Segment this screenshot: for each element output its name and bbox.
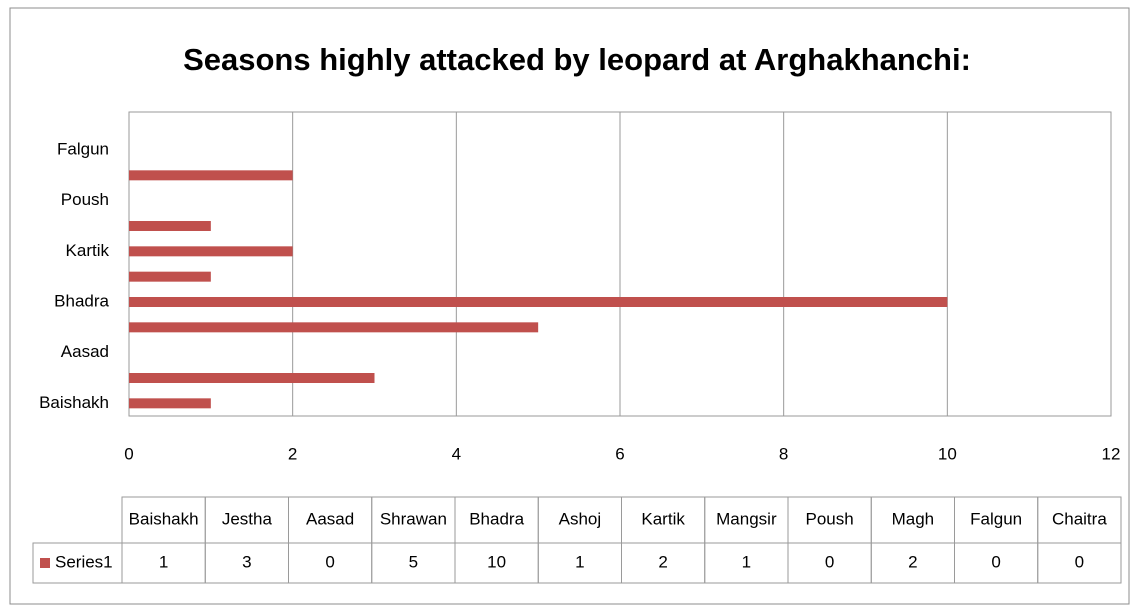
x-tick-label: 8 [779,444,788,463]
y-tick-label: Poush [61,190,109,209]
table-value: 2 [908,552,917,571]
legend-label: Series1 [55,552,113,571]
bar [129,221,211,231]
table-header: Aasad [306,509,354,528]
x-tick-label: 10 [938,444,957,463]
table-header: Magh [892,509,935,528]
table-cell [1037,542,1122,584]
x-tick-label: 2 [288,444,297,463]
bar [129,373,375,383]
x-tick-label: 4 [452,444,461,463]
table-header: Bhadra [469,509,524,528]
table-value: 0 [991,552,1000,571]
table-header: Poush [806,509,854,528]
legend-key [40,558,50,568]
table-value: 0 [825,552,834,571]
x-tick-label: 6 [615,444,624,463]
table-header: Baishakh [129,509,199,528]
y-tick-label: Baishakh [39,393,109,412]
table-header: Kartik [641,509,685,528]
table-value: 0 [1075,552,1084,571]
bar [129,322,539,333]
bar [129,271,211,282]
table-value: 5 [409,552,418,571]
bar [129,297,948,307]
y-tick-label: Falgun [57,139,109,158]
bar [129,398,211,409]
table-value: 2 [658,552,667,571]
table-value: 10 [487,552,506,571]
y-tick-label: Bhadra [54,291,109,310]
table-value: 1 [742,552,751,571]
table-value: 1 [575,552,584,571]
table-header: Shrawan [380,509,447,528]
bar [129,246,293,257]
y-tick-label: Kartik [66,241,110,260]
table-value: 0 [325,552,334,571]
table-header: Falgun [970,509,1022,528]
table-header: Chaitra [1052,509,1107,528]
x-tick-label: 12 [1102,444,1121,463]
table-value: 3 [242,552,251,571]
table-header: Jestha [222,509,273,528]
chart-title: Seasons highly attacked by leopard at Ar… [183,42,971,77]
table-header: Mangsir [716,509,777,528]
y-tick-label: Aasad [61,342,109,361]
x-tick-label: 0 [124,444,133,463]
table-header: Ashoj [559,509,602,528]
table-value: 1 [159,552,168,571]
bar [129,170,293,181]
